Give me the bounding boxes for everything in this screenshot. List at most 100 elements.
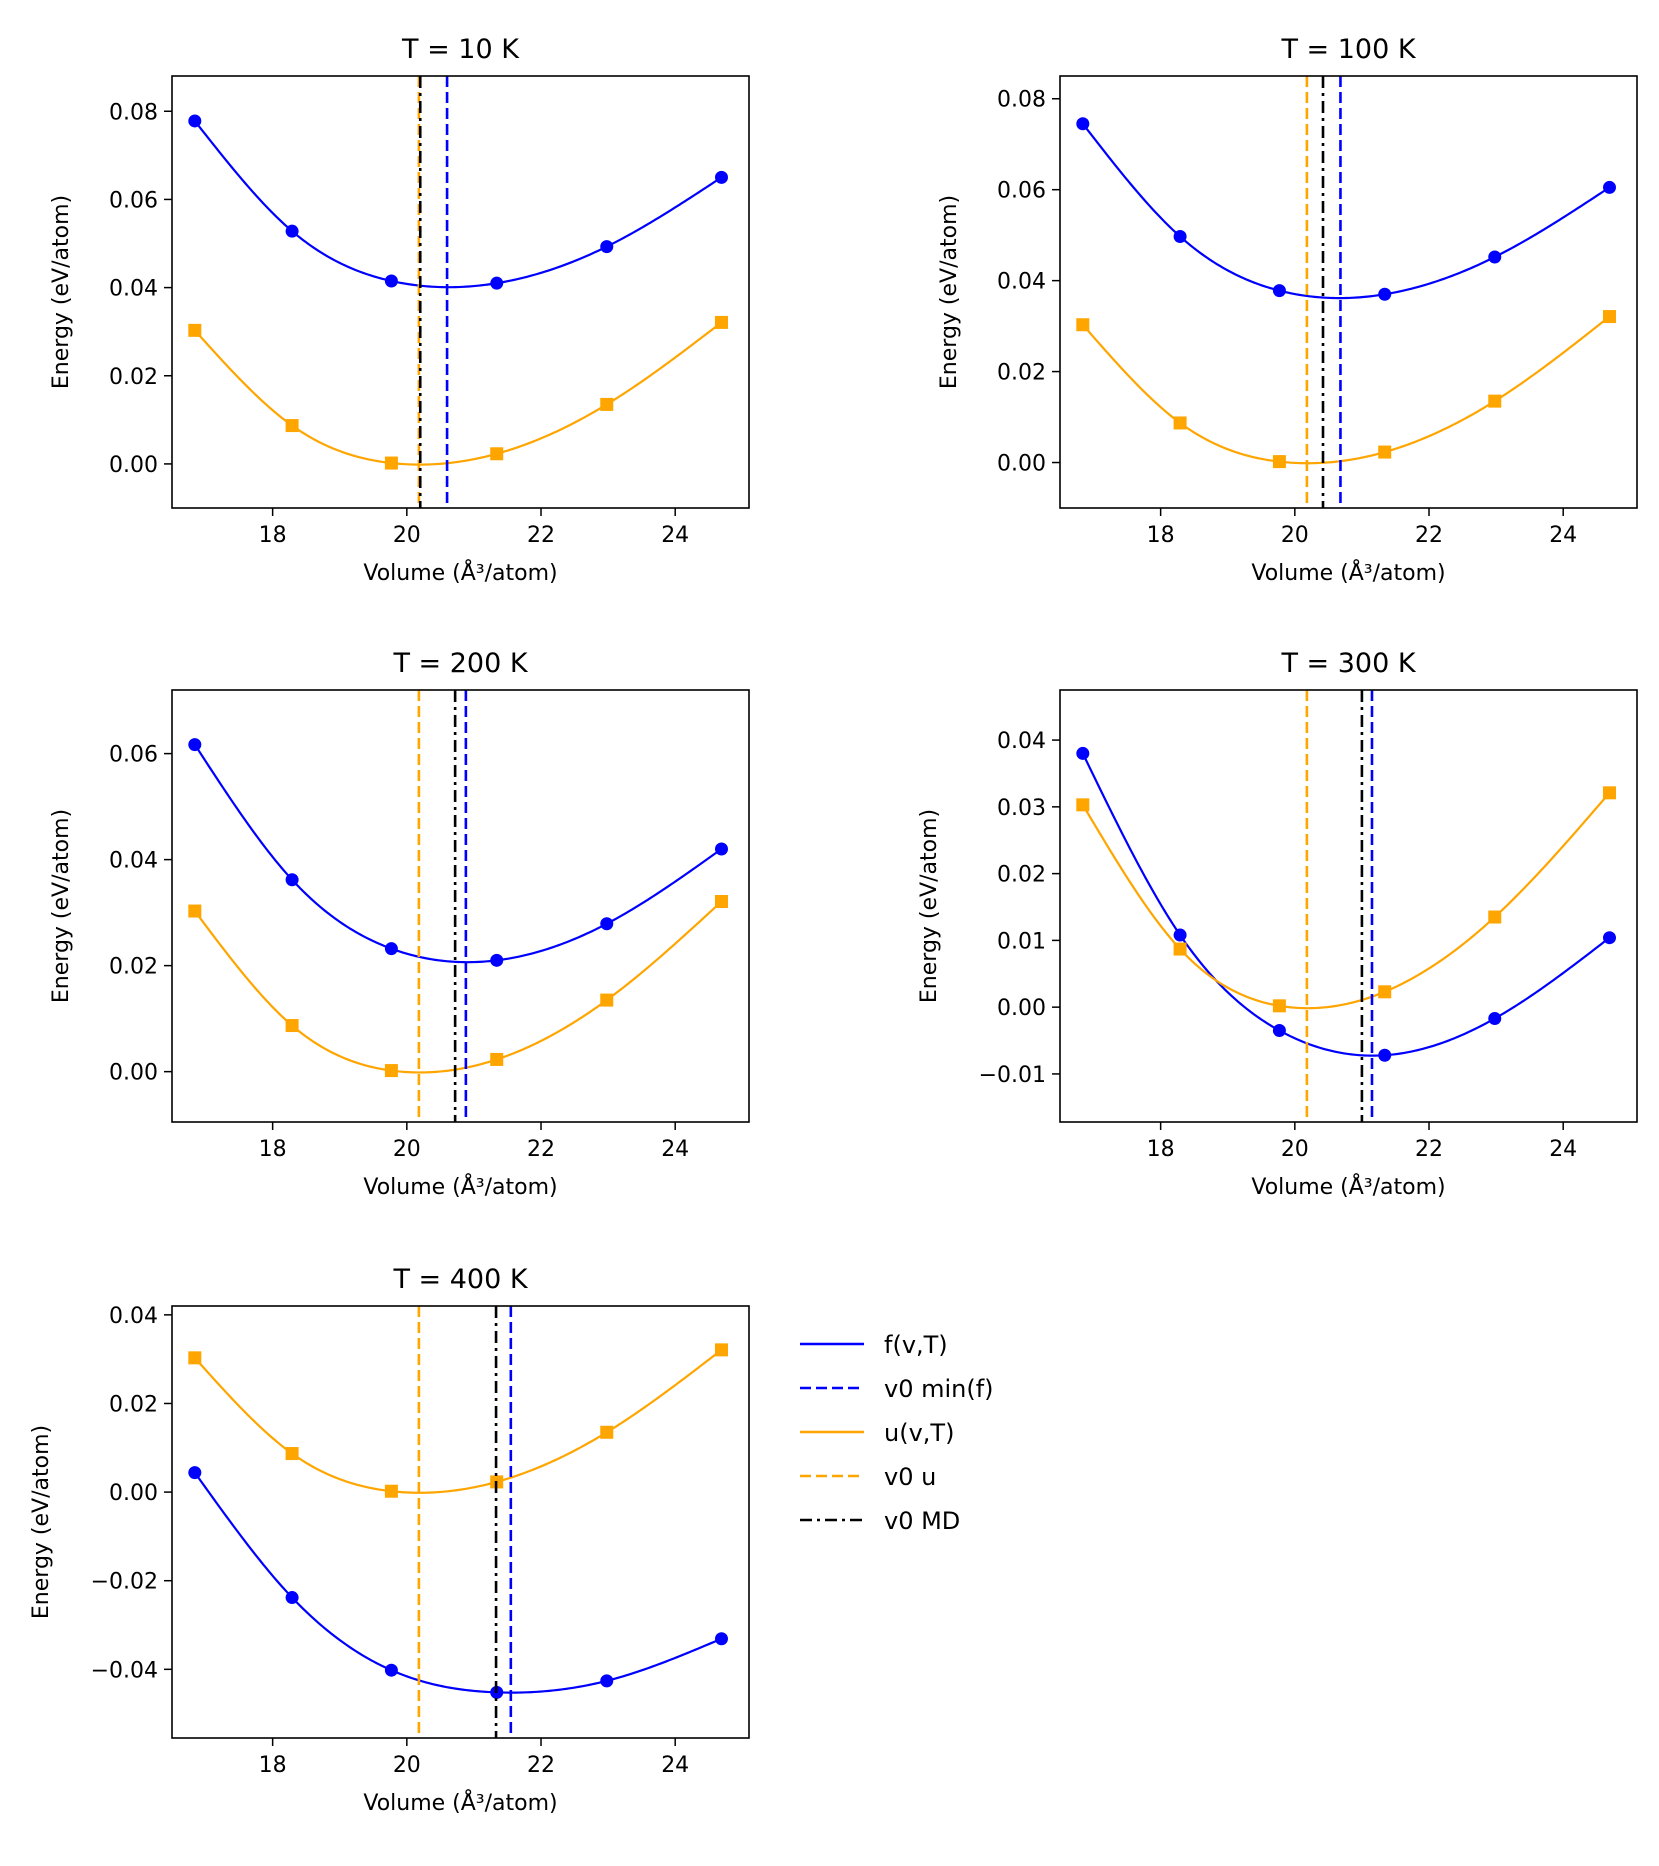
point-u-1 (285, 419, 299, 433)
y-axis-label: Energy (eV/atom) (937, 195, 962, 389)
point-u-3 (490, 447, 504, 461)
subplot-2: T = 100 K 18 20 22 24 0.00 0.02 0.04 0.06 0.08 Vol… (937, 34, 1638, 586)
x-tick-label: 18 (259, 523, 287, 548)
point-u-5 (1602, 310, 1616, 324)
x-tick-label: 18 (259, 1137, 287, 1162)
x-tick-label: 20 (393, 1137, 421, 1162)
point-u-4 (600, 1425, 614, 1439)
y-tick-label: 0.00 (997, 452, 1046, 477)
point-f-2 (1272, 284, 1286, 298)
x-tick-label: 22 (527, 1137, 555, 1162)
plot-area (188, 690, 728, 1122)
x-axis-label: Volume (Å³/atom) (363, 1789, 557, 1816)
x-tick-label: 22 (1415, 523, 1443, 548)
x-tick-label: 20 (393, 523, 421, 548)
y-tick-label: 0.04 (109, 277, 158, 302)
y-tick-label: 0.08 (109, 100, 158, 125)
plot-area (1076, 690, 1616, 1122)
y-tick-label: 0.06 (997, 179, 1046, 204)
point-u-2 (384, 456, 398, 470)
point-u-3 (1378, 445, 1392, 459)
subplot-title: T = 300 K (1280, 648, 1416, 679)
x-tick-label: 24 (661, 1137, 689, 1162)
x-tick-label: 22 (527, 1753, 555, 1778)
point-f-5 (1602, 180, 1616, 194)
y-tick-label: 0.02 (109, 365, 158, 390)
point-f-4 (1488, 250, 1502, 264)
point-f-0 (1076, 746, 1090, 760)
subplot-title: T = 100 K (1280, 34, 1416, 65)
y-tick-label: 0.04 (997, 270, 1046, 295)
x-axis-label: Volume (Å³/atom) (1251, 559, 1445, 586)
point-u-0 (188, 1351, 202, 1365)
subplot-5: T = 400 K 18 20 22 24 −0.04 −0.02 0.00 0.02 0.04 V… (29, 1264, 750, 1816)
y-axis-label: Energy (eV/atom) (29, 1425, 54, 1619)
x-tick-label: 22 (1415, 1137, 1443, 1162)
point-f-2 (384, 1663, 398, 1677)
y-tick-label: 0.02 (109, 1392, 158, 1417)
point-u-4 (1488, 394, 1502, 408)
x-tick-label: 24 (661, 1753, 689, 1778)
legend-label: u(v,T) (884, 1419, 954, 1447)
point-u-0 (1076, 318, 1090, 332)
subplot-4: T = 300 K 18 20 22 24 −0.01 0.00 0.01 0.02 0.03 0.… (917, 648, 1638, 1200)
x-tick-label: 24 (1549, 1137, 1577, 1162)
legend-label: v0 MD (884, 1507, 960, 1535)
x-axis-label: Volume (Å³/atom) (363, 559, 557, 586)
x-tick-label: 20 (1281, 1137, 1309, 1162)
y-tick-label: 0.02 (997, 361, 1046, 386)
x-tick-label: 24 (661, 523, 689, 548)
point-u-5 (714, 894, 728, 908)
point-f-2 (384, 942, 398, 956)
point-u-0 (1076, 798, 1090, 812)
plot-area (188, 1306, 728, 1738)
series-line-f(v,T) (193, 120, 723, 289)
point-u-2 (1272, 455, 1286, 469)
point-f-3 (1378, 1048, 1392, 1062)
subplot-title: T = 10 K (401, 34, 520, 65)
y-tick-label: 0.06 (109, 743, 158, 768)
legend: f(v,T) v0 min(f) u(v,T) v0 u v0 MD (800, 1331, 994, 1535)
legend-label: f(v,T) (884, 1331, 948, 1359)
x-tick-label: 18 (1147, 523, 1175, 548)
point-u-2 (1272, 999, 1286, 1013)
point-f-4 (600, 240, 614, 254)
x-axis-label: Volume (Å³/atom) (1251, 1173, 1445, 1200)
point-f-3 (490, 276, 504, 290)
plot-area (188, 76, 728, 508)
y-axis-label: Energy (eV/atom) (49, 809, 74, 1003)
y-tick-label: 0.02 (109, 955, 158, 980)
y-tick-label: 0.00 (109, 1061, 158, 1086)
series-line-u(v,T) (1081, 792, 1611, 1010)
point-u-5 (714, 1343, 728, 1357)
point-u-0 (188, 904, 202, 918)
point-f-1 (1173, 230, 1187, 244)
point-u-1 (1173, 416, 1187, 430)
legend-label: v0 min(f) (884, 1375, 994, 1403)
x-tick-label: 18 (1147, 1137, 1175, 1162)
y-tick-label: 0.00 (109, 1481, 158, 1506)
legend-label: v0 u (884, 1463, 936, 1491)
y-tick-label: −0.01 (979, 1063, 1046, 1088)
point-f-1 (1173, 928, 1187, 942)
point-u-0 (188, 323, 202, 337)
y-tick-label: 0.00 (109, 453, 158, 478)
axes-frame (171, 1305, 750, 1739)
y-tick-label: 0.00 (997, 996, 1046, 1021)
y-tick-label: 0.04 (109, 849, 158, 874)
point-u-1 (285, 1019, 299, 1033)
x-tick-label: 24 (1549, 523, 1577, 548)
y-tick-label: 0.08 (997, 88, 1046, 113)
y-tick-label: 0.02 (997, 863, 1046, 888)
axes-frame (1059, 689, 1638, 1123)
y-tick-label: 0.06 (109, 188, 158, 213)
point-u-4 (600, 397, 614, 411)
point-f-4 (1488, 1012, 1502, 1026)
point-f-2 (1272, 1024, 1286, 1038)
point-f-3 (1378, 287, 1392, 301)
y-tick-label: −0.04 (91, 1658, 158, 1683)
point-u-3 (1378, 985, 1392, 999)
series-line-f(v,T) (1081, 752, 1611, 1057)
x-tick-label: 20 (1281, 523, 1309, 548)
point-f-0 (188, 1466, 202, 1480)
